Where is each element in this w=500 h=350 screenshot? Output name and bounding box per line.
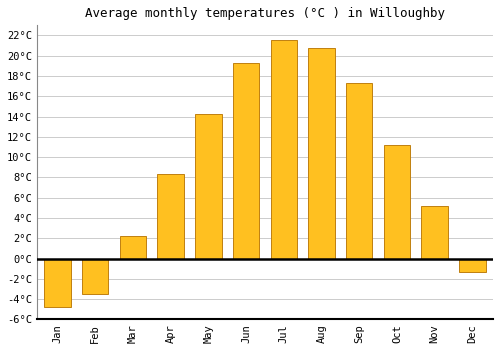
Bar [44,259,70,307]
Bar [233,63,260,259]
Bar [459,259,485,272]
Bar [308,48,334,259]
Bar [422,206,448,259]
Bar [195,113,222,259]
Bar [346,83,372,259]
Bar [120,236,146,259]
Title: Average monthly temperatures (°C ) in Willoughby: Average monthly temperatures (°C ) in Wi… [85,7,445,20]
Bar [384,145,410,259]
Bar [82,259,108,294]
Bar [158,174,184,259]
Bar [270,41,297,259]
